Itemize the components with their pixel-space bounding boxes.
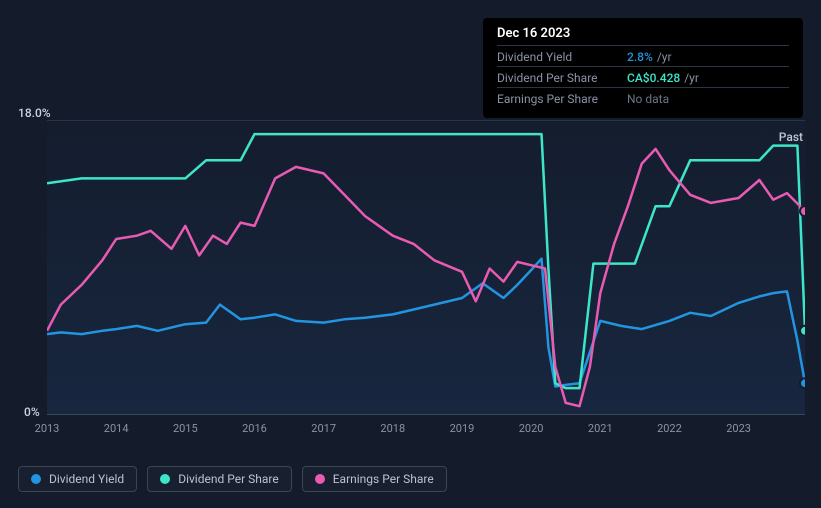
legend-dot-icon [315, 474, 325, 484]
series-earnings-per-share [47, 149, 805, 406]
tooltip-value: 2.8% [627, 48, 653, 66]
legend: Dividend Yield Dividend Per Share Earnings… [18, 466, 447, 492]
legend-item-dividend-per-share[interactable]: Dividend Per Share [147, 466, 292, 492]
legend-item-dividend-yield[interactable]: Dividend Yield [18, 466, 137, 492]
x-tick: 2014 [104, 422, 129, 435]
y-min-label: 0% [24, 405, 40, 419]
tooltip-row: Dividend Yield2.8% /yr [497, 45, 789, 66]
legend-label: Earnings Per Share [333, 472, 434, 486]
legend-dot-icon [160, 474, 170, 484]
series-end-dot [800, 378, 805, 388]
x-tick: 2018 [380, 422, 405, 435]
legend-item-earnings-per-share[interactable]: Earnings Per Share [302, 466, 447, 492]
legend-label: Dividend Per Share [178, 472, 279, 486]
dividend-chart: 18.0% 0% Past 20132014201520162017201820… [0, 100, 821, 460]
x-tick: 2017 [311, 422, 336, 435]
series-dividend-per-share [47, 134, 805, 388]
series-dividend-yield [47, 259, 805, 387]
tooltip-row: Dividend Per ShareCA$0.428/yr [497, 66, 789, 87]
x-tick: 2019 [450, 422, 475, 435]
tooltip-label: Dividend Yield [497, 48, 627, 66]
x-axis: 2013201420152016201720182019202020212022… [47, 422, 805, 442]
x-tick: 2015 [173, 422, 198, 435]
y-max-label: 18.0% [18, 106, 51, 120]
tooltip-date: Dec 16 2023 [497, 26, 789, 45]
tooltip-value: CA$0.428 [627, 69, 680, 87]
tooltip-unit: /yr [657, 48, 672, 66]
x-tick: 2022 [657, 422, 682, 435]
chart-svg [47, 121, 805, 416]
x-tick: 2023 [726, 422, 751, 435]
series-end-dot [800, 206, 805, 216]
x-tick: 2016 [242, 422, 267, 435]
x-tick: 2013 [35, 422, 60, 435]
legend-label: Dividend Yield [49, 472, 124, 486]
x-tick: 2020 [519, 422, 544, 435]
plot-area[interactable] [47, 120, 805, 415]
series-end-dot [800, 326, 805, 336]
legend-dot-icon [31, 474, 41, 484]
tooltip-label: Dividend Per Share [497, 69, 627, 87]
tooltip-unit: /yr [684, 69, 699, 87]
x-tick: 2021 [588, 422, 613, 435]
